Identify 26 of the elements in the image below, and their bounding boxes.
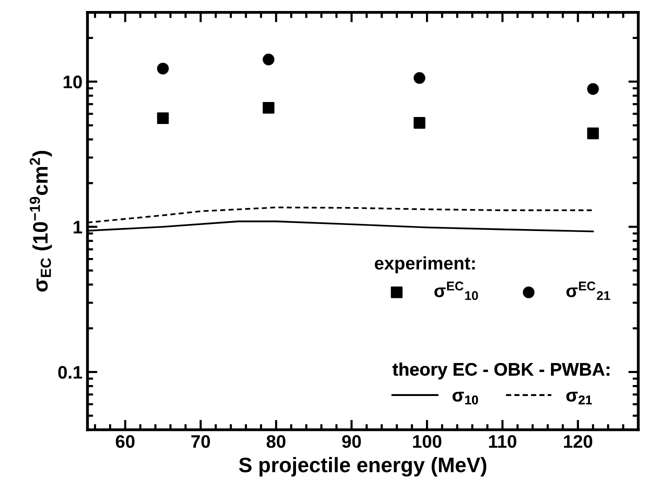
- x-tick-label: 100: [413, 435, 442, 448]
- point: [414, 117, 426, 129]
- point: [262, 54, 274, 66]
- y-tick-label: 10: [64, 76, 82, 88]
- legend-label: σ$^{EC}$$_{10}$: [434, 282, 478, 300]
- point: [157, 112, 169, 124]
- x-tick-label: 90: [342, 435, 361, 448]
- x-axis-title: S projectile energy (MeV): [239, 457, 486, 477]
- y-axis-title: σ$_{EC}$ (10$^{−19}$cm$^{2}$): [30, 150, 52, 292]
- legend-label: σ$_{10}$: [452, 392, 478, 404]
- annotation: experiment:: [374, 256, 475, 274]
- point: [262, 102, 274, 114]
- x-tick-label: 60: [116, 435, 135, 448]
- point: [157, 62, 169, 74]
- y-tick-label: 0.1: [58, 366, 82, 379]
- point: [587, 83, 599, 95]
- x-tick-label: 120: [564, 435, 592, 448]
- y-tick-label: 1: [74, 220, 82, 234]
- x-tick-label: 110: [489, 435, 516, 448]
- point: [414, 72, 426, 84]
- legend-label: σ$_{21}$: [566, 392, 592, 404]
- point: [587, 128, 599, 140]
- annotation: theory EC - OBK - PWBA:: [392, 362, 610, 380]
- x-tick-label: 70: [191, 435, 210, 448]
- legend-label: σ$^{EC}$$_{21}$: [566, 282, 610, 300]
- x-tick-label: 80: [266, 435, 286, 448]
